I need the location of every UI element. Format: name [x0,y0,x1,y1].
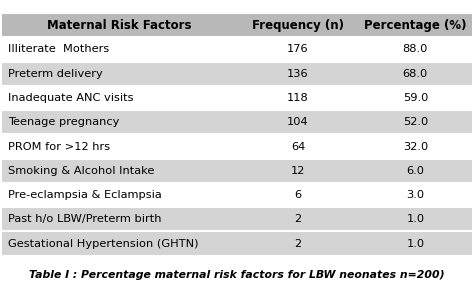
Text: Preterm delivery: Preterm delivery [8,69,103,79]
Bar [2,110,237,134]
Text: 64: 64 [291,142,305,151]
Text: 2: 2 [294,239,301,249]
Bar [359,37,472,62]
Bar [2,62,237,86]
Text: 3.0: 3.0 [406,190,424,200]
Text: Smoking & Alcohol Intake: Smoking & Alcohol Intake [8,166,155,176]
Text: 32.0: 32.0 [403,142,428,151]
Text: Teenage pregnancy: Teenage pregnancy [8,117,119,127]
Text: 88.0: 88.0 [402,45,428,54]
Text: 1.0: 1.0 [406,239,424,249]
Text: 176: 176 [287,45,309,54]
Bar [2,86,237,110]
Bar [2,37,237,62]
Text: 136: 136 [287,69,309,79]
Text: 2: 2 [294,214,301,224]
Text: PROM for >12 hrs: PROM for >12 hrs [8,142,110,151]
Bar [237,207,359,231]
Bar [359,62,472,86]
Bar [237,231,359,256]
Bar [359,134,472,159]
Bar [237,37,359,62]
Text: 59.0: 59.0 [402,93,428,103]
Text: 6.0: 6.0 [406,166,424,176]
Text: Illiterate  Mothers: Illiterate Mothers [8,45,109,54]
Bar [2,159,237,183]
Bar [2,13,237,37]
Bar [237,159,359,183]
Text: 6: 6 [294,190,301,200]
Bar [2,207,237,231]
Text: 68.0: 68.0 [403,69,428,79]
Text: 52.0: 52.0 [403,117,428,127]
Bar [237,62,359,86]
Bar [359,207,472,231]
Text: Percentage (%): Percentage (%) [364,19,466,32]
Bar [237,183,359,207]
Text: 1.0: 1.0 [406,214,424,224]
Text: 118: 118 [287,93,309,103]
Bar [237,86,359,110]
Text: Maternal Risk Factors: Maternal Risk Factors [47,19,192,32]
Bar [2,183,237,207]
Text: 12: 12 [291,166,305,176]
Bar [2,134,237,159]
Bar [237,110,359,134]
Bar [359,159,472,183]
Bar [359,13,472,37]
Text: Frequency (n): Frequency (n) [252,19,344,32]
Bar [359,110,472,134]
Bar [359,231,472,256]
Bar [2,231,237,256]
Text: Table I : Percentage maternal risk factors for LBW neonates n=200): Table I : Percentage maternal risk facto… [29,270,445,279]
Text: 104: 104 [287,117,309,127]
Text: Pre-eclampsia & Eclampsia: Pre-eclampsia & Eclampsia [8,190,162,200]
Bar [237,13,359,37]
Text: Gestational Hypertension (GHTN): Gestational Hypertension (GHTN) [8,239,199,249]
Bar [359,183,472,207]
Bar [237,134,359,159]
Bar [359,86,472,110]
Text: Inadequate ANC visits: Inadequate ANC visits [8,93,134,103]
Text: Past h/o LBW/Preterm birth: Past h/o LBW/Preterm birth [8,214,162,224]
